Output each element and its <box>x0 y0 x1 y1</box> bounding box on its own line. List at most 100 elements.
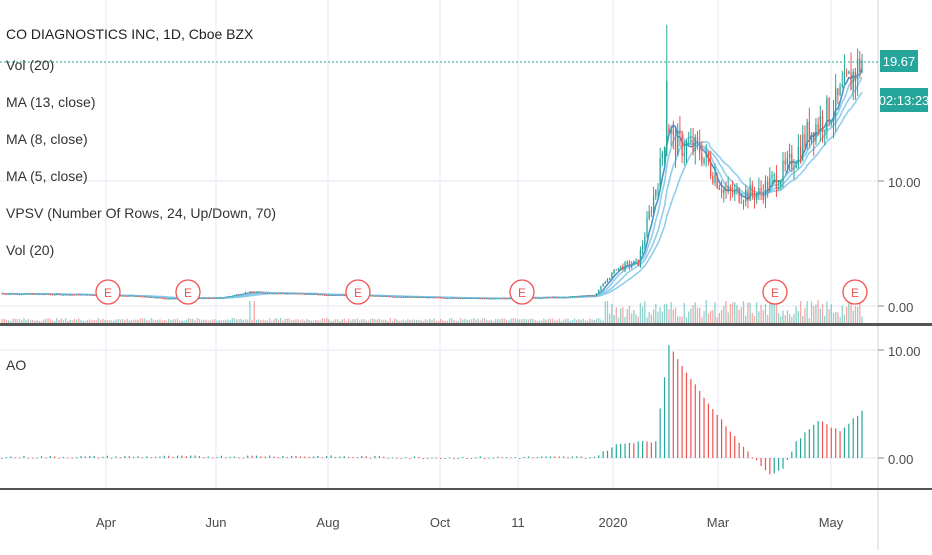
volume-bar <box>64 318 67 323</box>
ao-bar <box>378 456 380 458</box>
legend-item[interactable]: Vol (20) <box>6 57 54 73</box>
ao-bar <box>216 457 218 459</box>
candle-body <box>850 71 852 91</box>
candle-body <box>582 295 585 297</box>
candle-body <box>659 158 661 190</box>
legend-item[interactable]: VPSV (Number Of Rows, 24, Up/Down, 70) <box>6 205 276 221</box>
candle-body <box>668 127 670 134</box>
volume-bar <box>705 300 707 323</box>
candle-body <box>457 298 459 300</box>
candle-body <box>723 189 725 193</box>
volume-bar <box>56 318 58 323</box>
candle-body <box>251 291 253 293</box>
candle-body <box>161 297 163 299</box>
candle-body <box>282 293 284 295</box>
candlesticks[interactable] <box>1 24 863 300</box>
legend-item[interactable]: MA (5, close) <box>6 168 88 184</box>
volume-bar <box>376 319 378 323</box>
volume-bar <box>341 319 343 323</box>
volume-bar <box>95 320 97 323</box>
volume-bar <box>481 318 484 323</box>
candle-body <box>10 293 12 295</box>
volume-bar <box>358 320 361 323</box>
legend-item[interactable]: MA (13, close) <box>6 94 95 110</box>
volume-bar <box>225 319 227 323</box>
volume-bar <box>82 320 84 323</box>
candle-body <box>468 297 470 299</box>
volume-bar <box>663 304 666 323</box>
candle-body <box>683 152 685 156</box>
volume-bar <box>165 320 168 323</box>
candle-body <box>216 297 218 299</box>
volume-bar <box>350 320 352 323</box>
candle-body <box>497 298 499 300</box>
volume-bar <box>319 320 321 323</box>
ao-bar <box>620 443 622 458</box>
volume-bar <box>216 320 218 323</box>
volume-bar <box>330 320 332 323</box>
candle-body <box>552 297 554 299</box>
candle-body <box>141 296 144 298</box>
candle-body <box>308 293 310 295</box>
candle-body <box>620 265 622 268</box>
volume-bar <box>516 319 519 323</box>
volume-bar <box>530 318 532 323</box>
candle-body <box>558 297 560 299</box>
volume-bar <box>365 320 367 323</box>
volume-bar <box>731 302 734 323</box>
earnings-marker <box>345 279 371 305</box>
volume-bar <box>47 318 49 323</box>
ao-bar <box>519 457 521 459</box>
candle-body <box>71 294 73 296</box>
pane-divider-top[interactable] <box>0 323 932 326</box>
volume-bar <box>27 318 29 323</box>
ao-bar <box>418 456 420 458</box>
ao-bar <box>536 456 538 458</box>
volume-bar <box>499 319 501 323</box>
volume-bar <box>501 318 503 323</box>
indicator-label[interactable]: AO <box>6 357 26 373</box>
legend-item[interactable]: Vol (20) <box>6 242 54 258</box>
candle-body <box>284 293 286 295</box>
candle-body <box>622 265 624 270</box>
ao-bar <box>181 455 183 458</box>
ao-bar <box>343 456 345 458</box>
ao-bar <box>396 457 398 459</box>
volume-bar <box>385 319 387 323</box>
candle-body <box>624 262 626 270</box>
candle-body <box>538 297 541 299</box>
candle-body <box>593 295 596 297</box>
volume-bar <box>488 320 490 323</box>
volume-bar <box>93 320 95 323</box>
candle-body <box>602 283 604 287</box>
candle-body <box>543 297 545 299</box>
volume-bar <box>576 319 578 323</box>
volume-bar <box>494 318 497 323</box>
volume-bar <box>25 319 27 323</box>
ao-bar <box>484 458 486 459</box>
volume-bar <box>157 319 159 323</box>
ao-bar <box>185 456 187 458</box>
candle-body <box>148 296 150 298</box>
volume-bar <box>148 320 150 323</box>
candle-body <box>720 189 723 193</box>
candle-body <box>75 294 78 296</box>
candle-body <box>211 297 214 299</box>
candle-body <box>332 294 334 296</box>
volume-bar <box>497 319 499 323</box>
volume-bar <box>457 320 459 323</box>
ao-bar <box>650 442 652 458</box>
volume-bar <box>462 319 464 323</box>
candle-body <box>383 295 385 297</box>
ao-bar <box>589 457 591 459</box>
ao-bar <box>312 456 315 458</box>
candle-body <box>714 174 716 184</box>
volume-bar <box>433 318 435 323</box>
volume-bar <box>420 320 422 323</box>
volume-bar <box>150 318 152 323</box>
legend-item[interactable]: MA (8, close) <box>6 131 88 147</box>
ao-bar <box>615 444 617 458</box>
